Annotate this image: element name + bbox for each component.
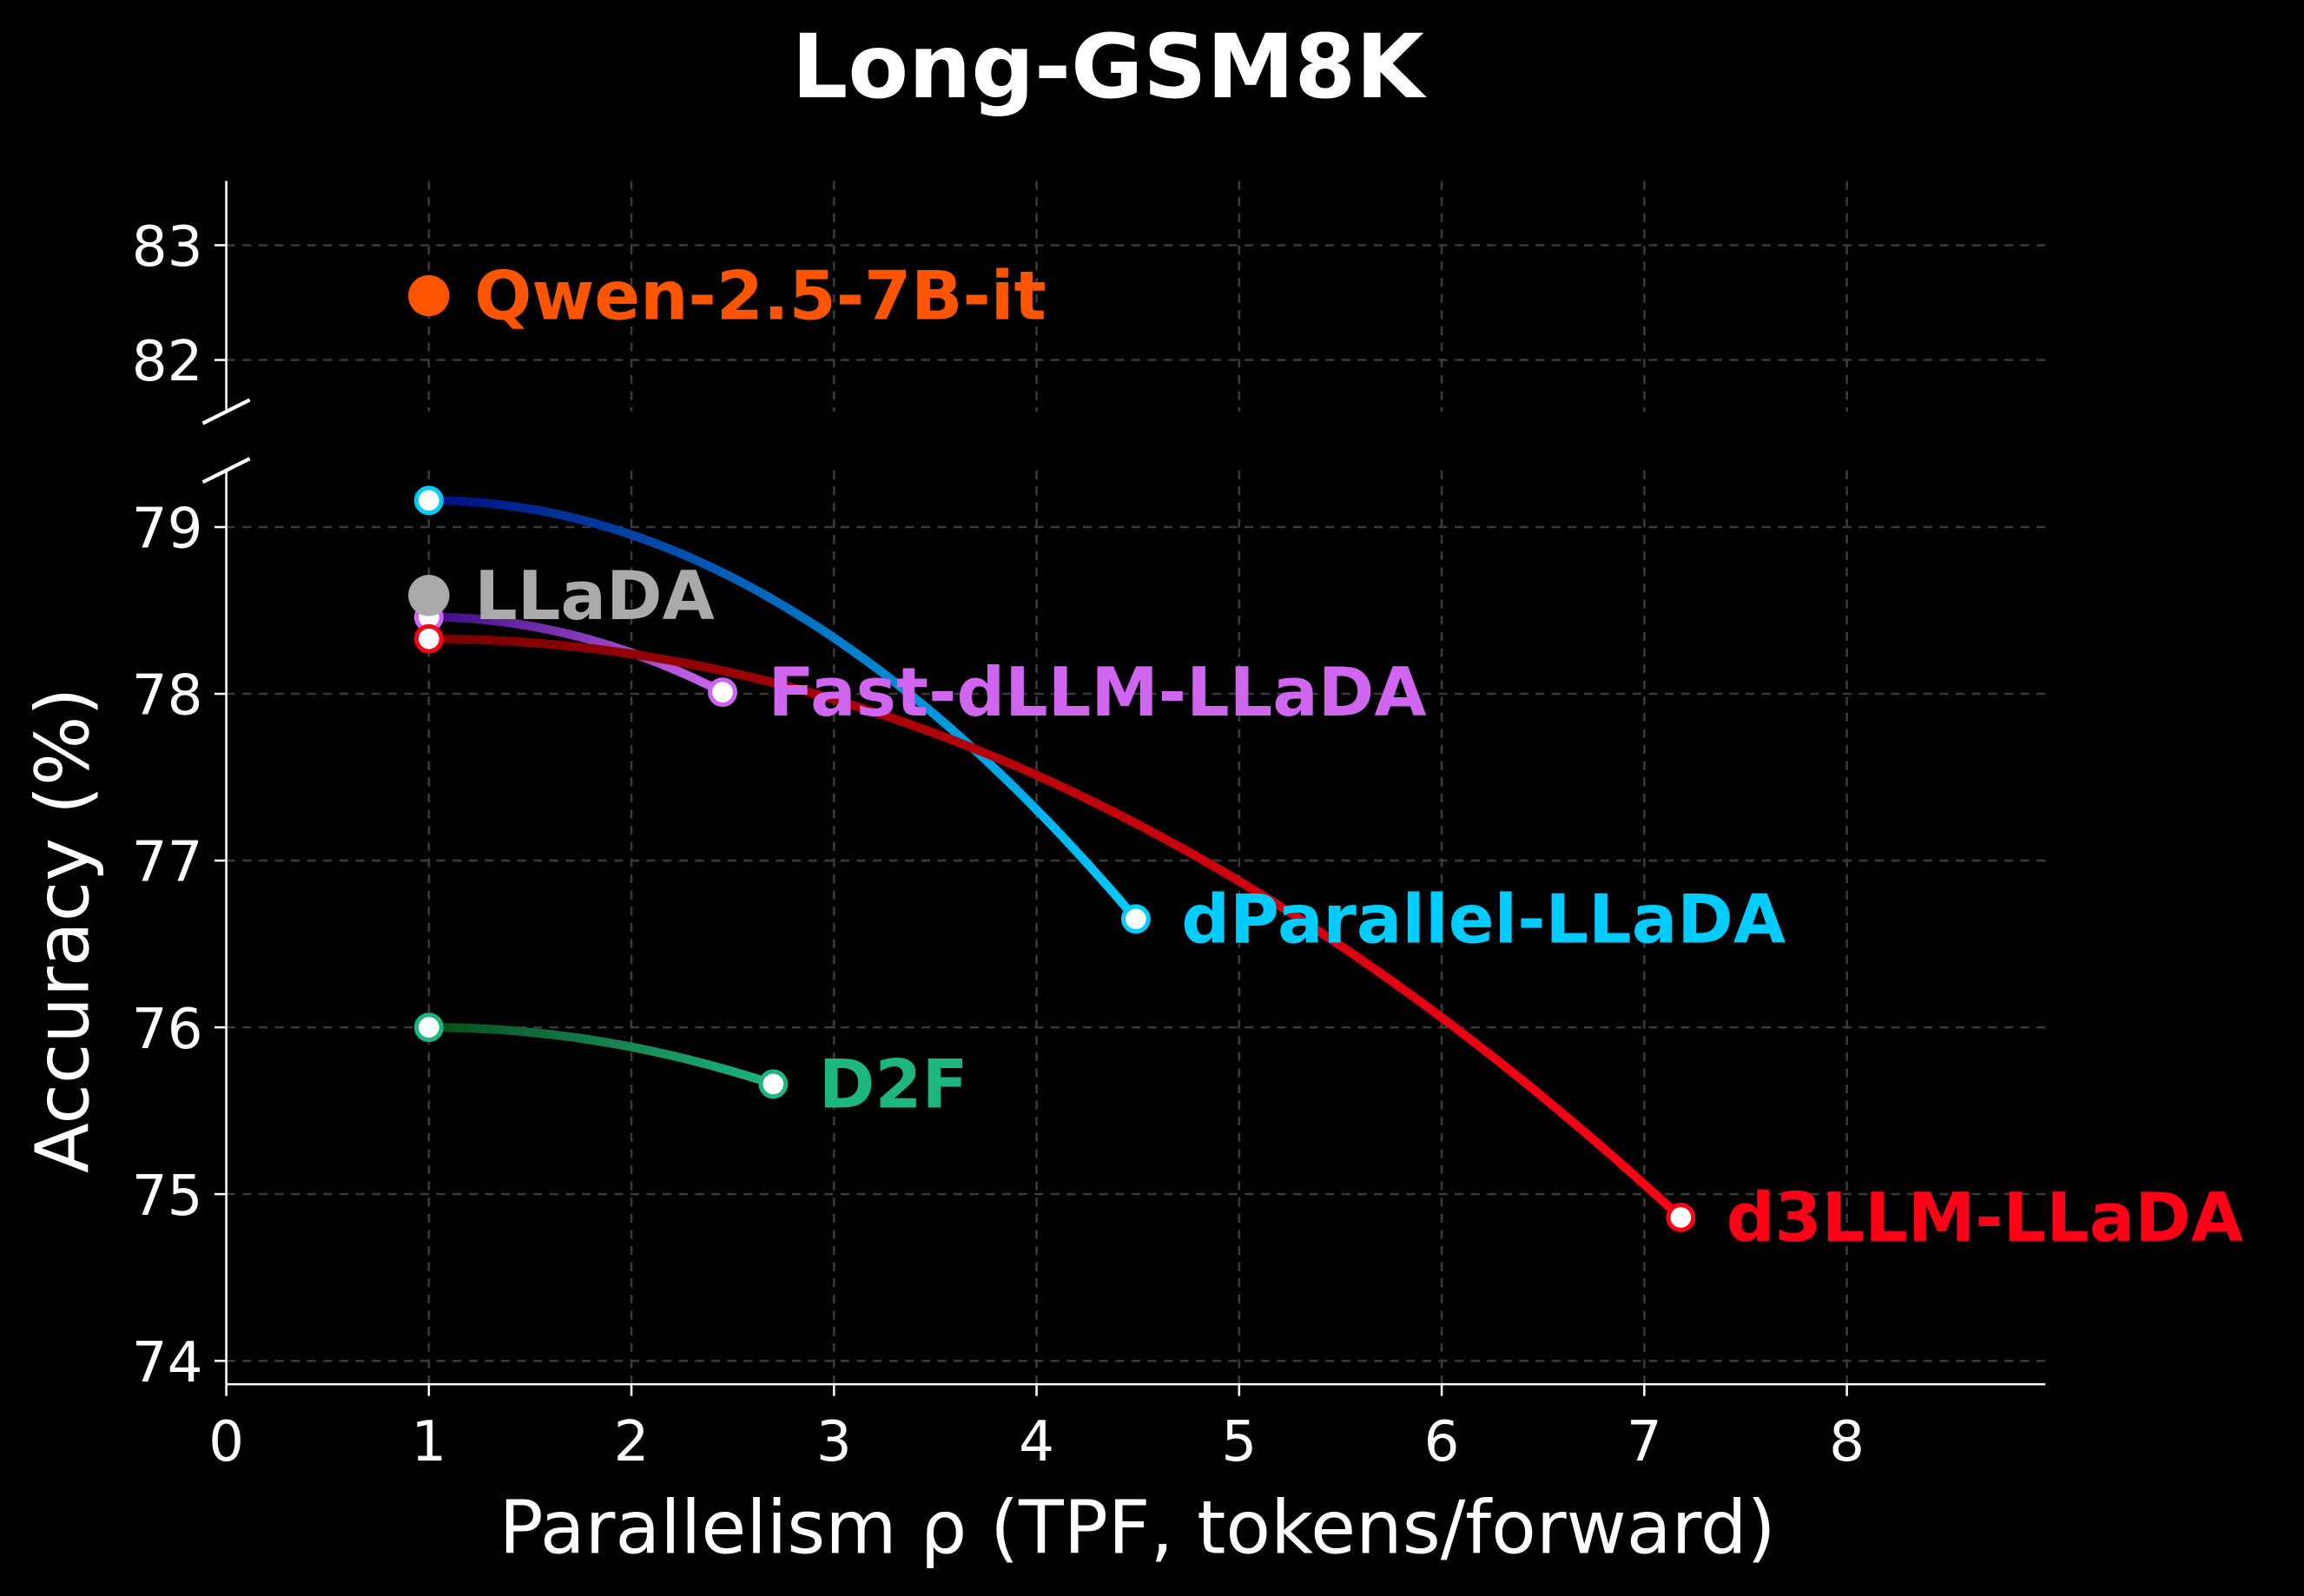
y-tick-label: 82 bbox=[132, 329, 203, 394]
x-tick-label: 4 bbox=[1019, 1409, 1054, 1474]
axis-break-mark bbox=[201, 457, 251, 485]
series-line-dparallel-llada bbox=[424, 496, 1140, 924]
y-tick-label: 83 bbox=[132, 214, 203, 280]
series-label: D2F bbox=[819, 1045, 968, 1124]
series-markers: dParallel-LLaDA Fast-dLLM-LLaDA d3LLM-LLaD… bbox=[408, 258, 2243, 1257]
x-tick-label: 2 bbox=[614, 1409, 650, 1474]
x-tick-label: 7 bbox=[1627, 1409, 1662, 1474]
point-label: Qwen-2.5-7B-it bbox=[474, 258, 1046, 336]
y-tick-label: 79 bbox=[132, 497, 203, 562]
series-line-d2f bbox=[424, 1023, 778, 1089]
x-tick-label: 1 bbox=[411, 1409, 446, 1474]
series-label: Fast-dLLM-LLaDA bbox=[768, 654, 1426, 732]
x-tick-label: 3 bbox=[816, 1409, 852, 1474]
series-point bbox=[413, 485, 444, 516]
series-point bbox=[758, 1069, 789, 1099]
single-point bbox=[408, 575, 450, 617]
y-tick-label: 77 bbox=[132, 830, 203, 895]
series-point bbox=[413, 1012, 444, 1043]
series-label: dParallel-LLaDA bbox=[1181, 880, 1786, 959]
x-tick-label: 5 bbox=[1221, 1409, 1257, 1474]
series-point bbox=[413, 623, 444, 654]
series-point bbox=[1120, 904, 1151, 934]
series-point bbox=[1666, 1203, 1696, 1232]
y-tick-label: 78 bbox=[132, 663, 203, 729]
y-axis-label: Accuracy (%) bbox=[20, 688, 106, 1173]
y-tick-label: 75 bbox=[132, 1164, 203, 1229]
y-tick-label: 74 bbox=[132, 1330, 203, 1395]
x-tick-label: 0 bbox=[208, 1409, 244, 1474]
grid bbox=[226, 181, 2046, 1385]
axis-break-mark bbox=[201, 398, 251, 425]
chart-title: Long-GSM8K bbox=[792, 16, 1427, 118]
series-lines bbox=[424, 496, 1686, 1223]
x-tick-label: 8 bbox=[1829, 1409, 1865, 1474]
x-tick-label: 6 bbox=[1424, 1409, 1460, 1474]
single-point bbox=[408, 274, 450, 317]
series-line-fast-dllm-llada bbox=[424, 612, 728, 697]
x-axis-label: Parallelism ρ (TPF, tokens/forward) bbox=[499, 1485, 1776, 1571]
series-point bbox=[708, 677, 737, 708]
series-line-d3llm-llada bbox=[424, 634, 1686, 1223]
point-label: LLaDA bbox=[474, 557, 715, 636]
series-label: d3LLM-LLaDA bbox=[1726, 1179, 2243, 1257]
y-tick-label: 76 bbox=[132, 997, 203, 1062]
